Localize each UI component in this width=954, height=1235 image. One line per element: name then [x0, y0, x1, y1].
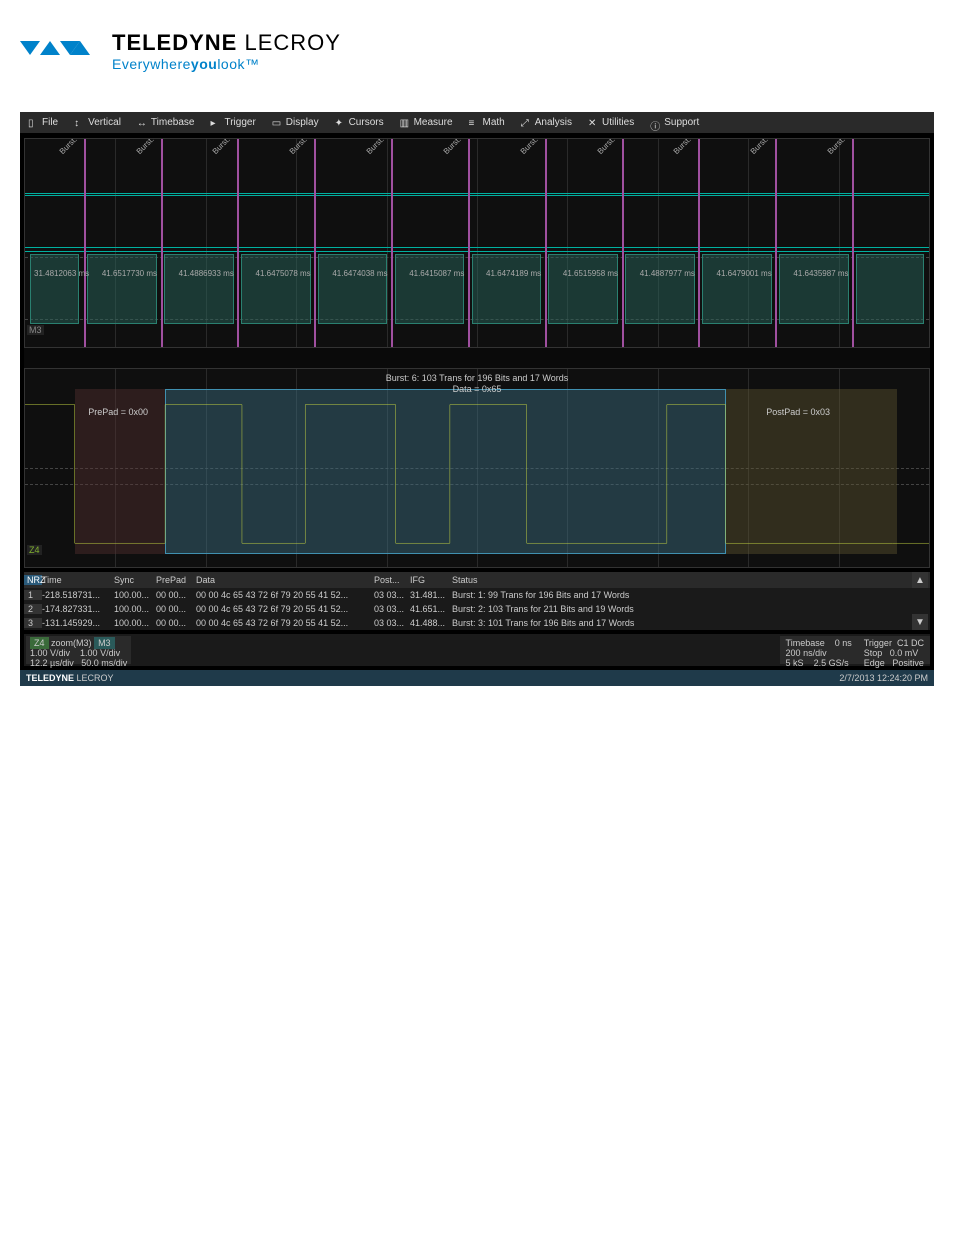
statusbar-brand: TELEDYNE LECROY	[26, 673, 114, 683]
burst-label: Burst: 8: 103 Trans for	[595, 138, 657, 156]
menu-timebase[interactable]: ↔Timebase	[129, 112, 203, 133]
disp-icon: ▭	[272, 118, 282, 128]
brand-header: TELEDYNE LECROY Everywhereyoulook™	[0, 0, 954, 112]
interval-label: 41.6475078 ms	[256, 269, 311, 278]
burst-marker	[237, 139, 239, 347]
interval-label: 41.6435987 ms	[793, 269, 848, 278]
brand-tagline: Everywhereyoulook™	[112, 56, 341, 72]
statusbar: TELEDYNE LECROY 2/7/2013 12:24:20 PM	[20, 670, 934, 686]
menubar: ▯File↕Vertical↔Timebase▸Trigger▭Display✦…	[20, 112, 934, 134]
upper-waveform-grid[interactable]: Burst: 1: 99 Trans for Burst: 2: 103 Tran…	[24, 138, 930, 348]
trigger-panel[interactable]: Trigger C1 DC Stop 0.0 mV Edge Positive	[858, 636, 930, 664]
menu-math[interactable]: ≡Math	[461, 112, 513, 133]
anal-icon: ⤢	[521, 118, 531, 128]
burst-region	[625, 254, 695, 324]
burst-region	[472, 254, 542, 324]
menu-file[interactable]: ▯File	[20, 112, 66, 133]
burst-marker	[698, 139, 700, 347]
interval-label: 41.6474038 ms	[332, 269, 387, 278]
burst-label: Burst: 1: 99 Trans for	[57, 138, 116, 156]
file-icon: ▯	[28, 118, 38, 128]
menu-measure[interactable]: ▥Measure	[392, 112, 461, 133]
burst-region	[164, 254, 234, 324]
curs-icon: ✦	[335, 118, 345, 128]
teledyne-logo-icon	[20, 33, 100, 69]
burst-label: Burst: 9: 99 Trans for	[672, 138, 731, 156]
menu-utilities[interactable]: ✕Utilities	[580, 112, 642, 133]
burst-label: Burst: 2: 103 Trans for	[134, 138, 196, 156]
burst-label: Burst: 3: 101 Trans for	[211, 138, 273, 156]
col-status: Status	[452, 575, 930, 585]
statusbar-timestamp: 2/7/2013 12:24:20 PM	[839, 673, 928, 683]
interval-label: 41.6479001 ms	[717, 269, 772, 278]
burst-region	[241, 254, 311, 324]
scroll-down-button[interactable]: ▼	[912, 614, 928, 630]
col-ifg: IFG	[410, 575, 452, 585]
interval-label: 41.4886933 ms	[179, 269, 234, 278]
burst-region	[702, 254, 772, 324]
burst-region	[87, 254, 157, 324]
interval-label: 41.6517730 ms	[102, 269, 157, 278]
col-prepad: PrePad	[156, 575, 196, 585]
interval-label: 41.6515958 ms	[563, 269, 618, 278]
decode-table[interactable]: NRZ Time Sync PrePad Data Post... IFG St…	[24, 572, 930, 630]
oscilloscope-window: ▯File↕Vertical↔Timebase▸Trigger▭Display✦…	[20, 112, 934, 686]
burst-marker	[852, 139, 854, 347]
table-row[interactable]: 1-218.518731...100.00...00 00...00 00 4c…	[24, 588, 930, 602]
burst-marker	[545, 139, 547, 347]
menu-support[interactable]: ⓘSupport	[642, 112, 707, 133]
timebase-panel[interactable]: Timebase 0 ns 200 ns/div 5 kS 2.5 GS/s	[780, 636, 858, 664]
burst-marker	[391, 139, 393, 347]
burst-label: Burst: 10: 101 Trans for	[749, 138, 814, 156]
burst-label: Burst: 11: 98 Trans for	[826, 138, 888, 156]
table-row[interactable]: 2-174.827331...100.00...00 00...00 00 4c…	[24, 602, 930, 616]
interval-label: 41.4887977 ms	[640, 269, 695, 278]
interval-label: 41.6474189 ms	[486, 269, 541, 278]
zoom-waveform-grid[interactable]: Burst: 6: 103 Trans for 196 Bits and 17 …	[24, 368, 930, 568]
interval-label: 31.4812063 ms	[34, 269, 89, 278]
interval-label: 41.6415087 ms	[409, 269, 464, 278]
brand-title: TELEDYNE LECROY	[112, 30, 341, 56]
scroll-up-button[interactable]: ▲	[912, 572, 928, 588]
nrz-badge: NRZ	[24, 575, 42, 585]
zoom-trace	[25, 369, 929, 567]
col-sync: Sync	[114, 575, 156, 585]
col-time: Time	[42, 575, 114, 585]
burst-region	[779, 254, 849, 324]
channel-footer: Z4 zoom(M3) M3 1.00 V/div 1.00 V/div 12.…	[24, 634, 930, 666]
table-row[interactable]: 3-131.145929...100.00...00 00...00 00 4c…	[24, 616, 930, 630]
burst-label: Burst: 7: 101 Trans for	[518, 138, 580, 156]
meas-icon: ▥	[400, 118, 410, 128]
menu-analysis[interactable]: ⤢Analysis	[513, 112, 580, 133]
menu-vertical[interactable]: ↕Vertical	[66, 112, 129, 133]
burst-label: Burst: 6: 103 Trans for	[442, 138, 504, 156]
vert-icon: ↕	[74, 118, 84, 128]
menu-trigger[interactable]: ▸Trigger	[202, 112, 263, 133]
z4-panel[interactable]: Z4 zoom(M3) M3 1.00 V/div 1.00 V/div 12.…	[26, 636, 131, 664]
burst-region	[318, 254, 388, 324]
supp-icon: ⓘ	[650, 118, 660, 128]
math-icon: ≡	[469, 118, 479, 128]
burst-marker	[314, 139, 316, 347]
m3-label: M3	[27, 325, 44, 335]
burst-marker	[622, 139, 624, 347]
menu-display[interactable]: ▭Display	[264, 112, 327, 133]
burst-label: Burst: 5: 101 Trans for	[365, 138, 427, 156]
col-data: Data	[196, 575, 374, 585]
burst-marker	[468, 139, 470, 347]
table-header-row: NRZ Time Sync PrePad Data Post... IFG St…	[24, 572, 930, 588]
burst-marker	[161, 139, 163, 347]
col-post: Post...	[374, 575, 410, 585]
horiz-icon: ↔	[137, 118, 147, 128]
burst-marker	[84, 139, 86, 347]
burst-marker	[775, 139, 777, 347]
burst-region	[395, 254, 465, 324]
menu-cursors[interactable]: ✦Cursors	[327, 112, 392, 133]
burst-label: Burst: 4: 101 Trans for	[288, 138, 350, 156]
burst-region	[548, 254, 618, 324]
z4-label: Z4	[27, 545, 42, 555]
trig-icon: ▸	[210, 118, 220, 128]
util-icon: ✕	[588, 118, 598, 128]
